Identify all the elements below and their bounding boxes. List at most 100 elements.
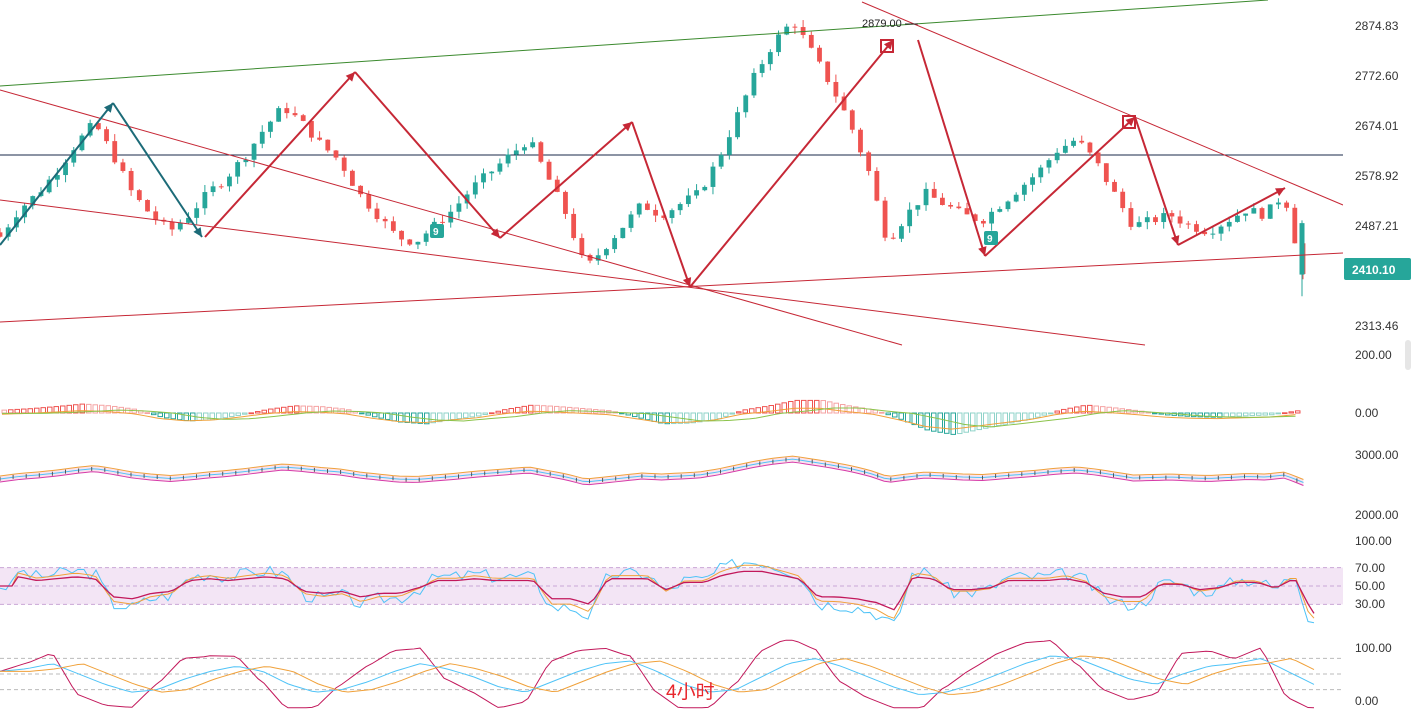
- macd-histogram-bar: [99, 404, 105, 414]
- candle-body: [940, 197, 945, 205]
- candle-body: [399, 230, 404, 240]
- candle-body: [415, 241, 421, 245]
- timeframe-label: 4小时: [666, 681, 715, 703]
- main-axis-tick: 2313.46: [1355, 319, 1399, 333]
- main-axis-tick: 2674.01: [1355, 119, 1399, 133]
- candle-body: [5, 227, 11, 237]
- kdj-j-line: [0, 639, 1315, 709]
- candle-body: [522, 147, 527, 151]
- macd-histogram-bar: [1041, 412, 1047, 416]
- teal-trend-arrow-head: [193, 227, 202, 237]
- macd-histogram-bar: [664, 412, 670, 425]
- candle-body: [800, 27, 806, 35]
- main-axis-tick: 2578.92: [1355, 169, 1399, 183]
- candle-body: [1071, 140, 1076, 146]
- candle-body: [390, 221, 396, 231]
- macd-histogram-bar: [788, 401, 794, 414]
- nine-marker-2-bg: [984, 231, 998, 245]
- peak-price-label: 2879.00: [862, 18, 902, 30]
- macd-histogram-bar: [66, 404, 72, 414]
- macd-histogram-bar: [963, 412, 969, 433]
- macd-histogram-bar: [534, 404, 540, 414]
- candle-body: [743, 95, 749, 113]
- candle-body: [1005, 201, 1011, 210]
- candle-body: [1030, 177, 1035, 185]
- candle-body: [1046, 160, 1052, 168]
- macd-histogram-bar: [671, 412, 677, 425]
- candle-body: [1013, 194, 1019, 202]
- red-descending-line-2: [0, 199, 1146, 346]
- peak-marker-box: [880, 39, 894, 53]
- candle-body: [1095, 152, 1101, 164]
- candle-body: [243, 159, 249, 163]
- candle-body: [1136, 222, 1142, 227]
- macd-histogram-bar: [846, 405, 852, 414]
- scroll-handle[interactable]: [1405, 340, 1411, 370]
- macd-histogram-bar: [1243, 412, 1249, 417]
- macd-dea-line: [2, 407, 1296, 428]
- candle-body: [858, 129, 863, 153]
- candle-body: [677, 204, 683, 211]
- macd-histogram-bar: [79, 403, 85, 414]
- candle-body: [276, 108, 282, 122]
- macd-histogram-bar: [398, 412, 404, 423]
- macd-histogram-bar: [950, 412, 956, 435]
- macd-histogram-bar: [1223, 412, 1229, 418]
- candle-body: [571, 213, 577, 239]
- candle-body: [87, 123, 93, 136]
- candle-body: [218, 186, 224, 188]
- main-price-panel[interactable]: [0, 0, 1344, 346]
- macd-histogram-bar: [879, 411, 885, 414]
- macd-histogram-bar: [944, 412, 950, 434]
- candle-body: [46, 179, 52, 193]
- macd-dif-line: [1, 407, 1296, 430]
- candle-body: [235, 162, 241, 177]
- candle-body: [317, 137, 323, 140]
- rsi-band-fill: [0, 567, 1343, 605]
- candle-body: [366, 194, 372, 209]
- macd-axis-tick: 200.00: [1355, 348, 1392, 362]
- last-price-badge: 2410.10: [1344, 258, 1411, 280]
- price-axis[interactable]: 2874.83 2772.60 2674.01 2578.92 2487.21 2313.…: [1343, 0, 1411, 715]
- macd-histogram-bar: [437, 412, 443, 423]
- macd-histogram-bar: [690, 412, 696, 424]
- red-trend-arrow-head: [978, 246, 987, 256]
- candle-body: [931, 188, 937, 198]
- kdj-d-line: [0, 655, 1315, 695]
- macd-histogram-bar: [749, 408, 755, 414]
- macd-histogram-bar: [645, 412, 651, 421]
- candle-body: [604, 249, 609, 256]
- macd-histogram-bar: [547, 405, 553, 414]
- candle-body: [997, 209, 1003, 212]
- candle-body: [300, 115, 306, 121]
- macd-histogram-bar: [1080, 405, 1086, 414]
- candle-body: [1210, 233, 1216, 235]
- macd-histogram-bar: [404, 412, 410, 423]
- last-candle-body: [1299, 223, 1305, 275]
- macd-histogram-bar: [1061, 408, 1067, 414]
- macd-histogram-bar: [177, 412, 183, 421]
- macd-histogram-bar: [996, 412, 1002, 427]
- macd-histogram-bar: [918, 412, 924, 428]
- candle-body: [440, 221, 445, 223]
- macd-histogram-bar: [1210, 412, 1216, 418]
- macd-histogram-bar: [1269, 412, 1275, 416]
- macd-histogram-bar: [768, 405, 774, 414]
- macd-histogram-bar: [242, 412, 248, 415]
- candle-body: [513, 150, 519, 155]
- macd-histogram-bar: [970, 412, 976, 432]
- red-trend-arrow-head: [622, 122, 632, 132]
- candle-body: [1194, 224, 1199, 232]
- red-trend-arrow-head: [1125, 117, 1135, 127]
- macd-histogram-bar: [924, 412, 930, 431]
- bollinger-lower-line: [0, 461, 1304, 486]
- macd-histogram-bar: [365, 412, 371, 416]
- macd-histogram-bar: [723, 412, 729, 417]
- candle-body: [210, 186, 216, 193]
- macd-histogram-bar: [814, 399, 820, 414]
- bollinger-mid-line: [0, 458, 1304, 483]
- candle-body: [980, 220, 986, 224]
- candle-body: [587, 254, 593, 261]
